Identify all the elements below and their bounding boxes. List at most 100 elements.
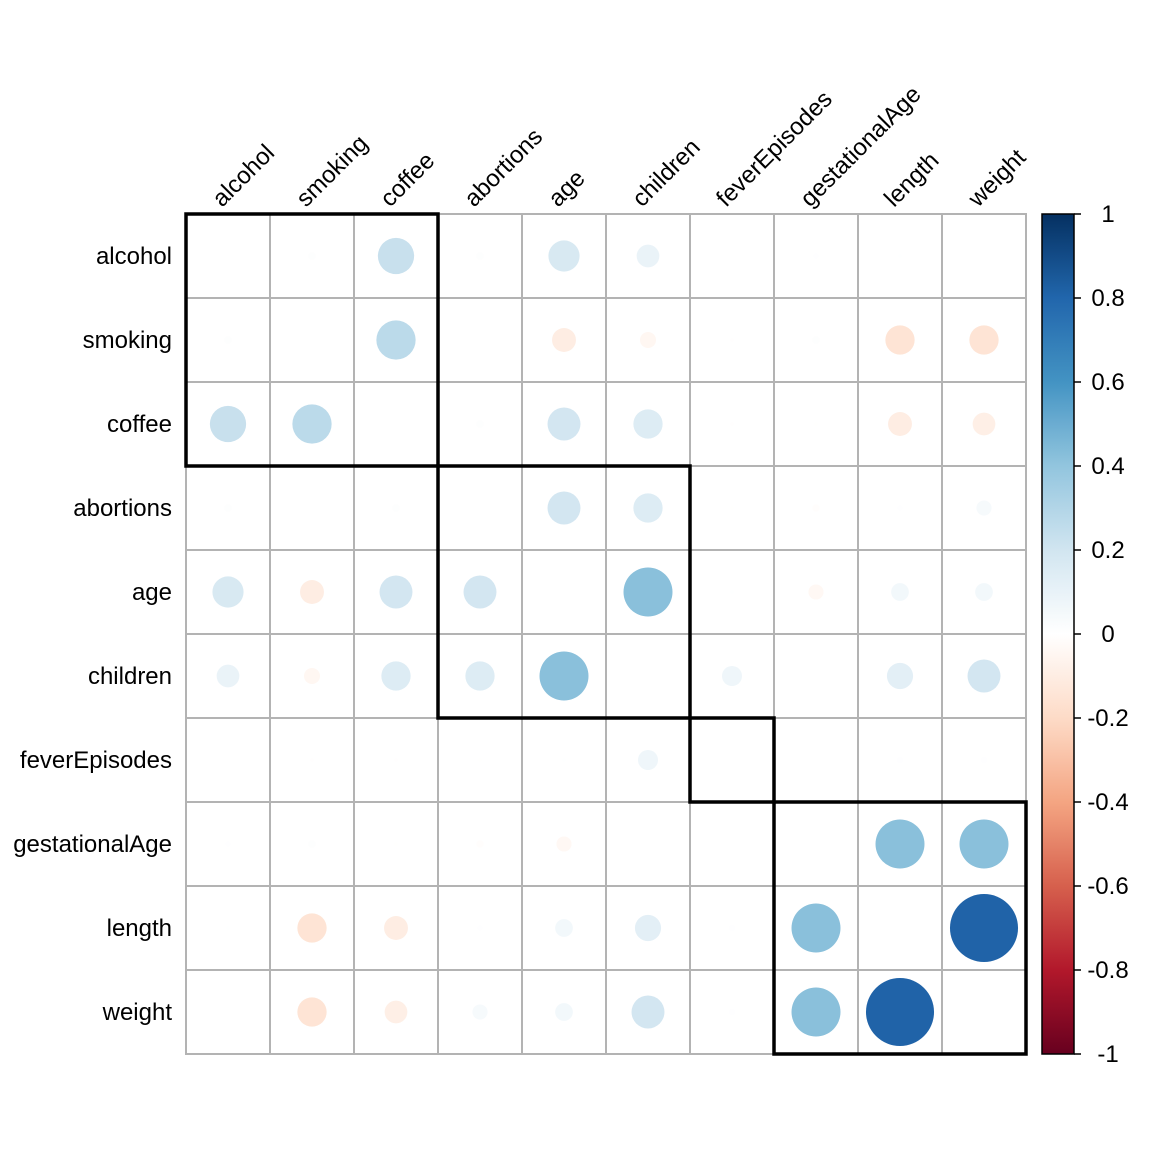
corr-circle-alcohol-coffee	[377, 237, 415, 275]
corr-circle-weight-feverEpisodes	[729, 1009, 735, 1015]
column-label: children	[627, 134, 706, 213]
corr-circle-abortions-coffee	[392, 504, 400, 512]
grid-cell	[437, 297, 523, 383]
corr-circle-children-abortions	[465, 661, 495, 691]
corr-circle-gestationalAge-length	[875, 819, 925, 869]
corr-circle-weight-length	[865, 977, 935, 1047]
corr-circle-abortions-children	[633, 493, 663, 523]
corr-circle-weight-age	[555, 1003, 573, 1021]
corr-circle-feverEpisodes-smoking	[309, 757, 315, 763]
corr-circle-weight-children	[631, 995, 665, 1029]
grid-cell	[185, 717, 271, 803]
row-label: children	[88, 663, 172, 690]
corr-circle-length-children	[634, 914, 662, 942]
corr-circle-feverEpisodes-weight	[981, 757, 987, 763]
row-label: weight	[102, 999, 173, 1026]
colorbar-tick-label: -0.2	[1087, 705, 1128, 732]
corr-circle-smoking-children	[639, 331, 657, 349]
corr-circle-alcohol-age	[548, 240, 580, 272]
grid-cell	[605, 633, 691, 719]
grid-cell	[689, 717, 775, 803]
corr-circle-abortions-age	[547, 491, 581, 525]
colorbar-tick-label: 0.2	[1091, 537, 1124, 564]
corr-circle-coffee-age	[547, 407, 581, 441]
row-label: coffee	[107, 411, 172, 438]
corr-circle-length-abortions	[477, 925, 483, 931]
corr-circle-feverEpisodes-gestationalAge	[814, 758, 818, 762]
corr-circle-length-gestationalAge	[791, 903, 841, 953]
corr-circle-weight-abortions	[472, 1004, 488, 1020]
row-label: feverEpisodes	[20, 747, 172, 774]
corr-circle-coffee-alcohol	[209, 405, 247, 443]
grid-cell	[269, 465, 355, 551]
corr-circle-coffee-feverEpisodes	[729, 421, 735, 427]
corr-circle-smoking-coffee	[376, 320, 416, 360]
corr-circle-feverEpisodes-children	[637, 749, 659, 771]
cluster-rect	[184, 212, 440, 468]
row-label: gestationalAge	[13, 831, 172, 858]
corr-circle-gestationalAge-feverEpisodes	[730, 842, 734, 846]
colorbar-gradient	[1041, 213, 1075, 1055]
grid	[185, 213, 1027, 1055]
color-legend: 1 0.8 0.6 0.4 0.2 0 -0.2 -0.4 -0.6 -0.8 -1	[1041, 201, 1129, 1068]
column-label: smoking	[291, 130, 373, 212]
grid-cell	[941, 969, 1027, 1055]
corr-circle-children-age	[539, 651, 589, 701]
grid-cell	[857, 885, 943, 971]
corr-circle-children-feverEpisodes	[721, 665, 743, 687]
cluster-rect	[772, 800, 1028, 1056]
corr-circle-smoking-length	[885, 325, 915, 355]
corr-circle-abortions-weight	[976, 500, 992, 516]
grid-cell	[773, 213, 859, 299]
corr-circle-children-smoking	[303, 667, 321, 685]
colorbar-tick-label: 1	[1101, 201, 1114, 228]
column-label: abortions	[459, 123, 548, 212]
corr-circle-age-children	[623, 567, 673, 617]
grid-cell	[269, 381, 355, 467]
colorbar-tick-label: 0.8	[1091, 285, 1124, 312]
corr-circle-age-coffee	[379, 575, 413, 609]
colorbar-tick-label: 0.6	[1091, 369, 1124, 396]
corr-circle-abortions-length	[897, 505, 903, 511]
corr-circle-feverEpisodes-abortions	[478, 758, 482, 762]
corr-circle-abortions-alcohol	[224, 504, 232, 512]
colorbar-tick-label: 0	[1101, 621, 1114, 648]
corr-circle-alcohol-children	[636, 244, 660, 268]
corr-circle-gestationalAge-coffee	[394, 842, 398, 846]
row-label: smoking	[83, 327, 172, 354]
column-label: length	[879, 147, 944, 212]
corr-circle-smoking-gestationalAge	[812, 336, 820, 344]
corr-circle-age-abortions	[463, 575, 497, 609]
corr-circle-gestationalAge-smoking	[308, 840, 316, 848]
grid-cell	[269, 297, 355, 383]
corr-circle-children-coffee	[381, 661, 411, 691]
corr-circle-smoking-feverEpisodes	[729, 337, 735, 343]
corr-circle-length-feverEpisodes	[729, 925, 735, 931]
grid-cell	[773, 801, 859, 887]
corr-circle-age-gestationalAge	[808, 584, 824, 600]
colorbar-tick-label: 0.4	[1091, 453, 1124, 480]
corr-circle-children-weight	[967, 659, 1001, 693]
corr-circle-children-gestationalAge	[814, 674, 818, 678]
corr-circle-alcohol-gestationalAge	[813, 253, 819, 259]
corr-circle-length-smoking	[297, 913, 327, 943]
corr-circle-coffee-smoking	[292, 404, 332, 444]
corr-circle-weight-gestationalAge	[791, 987, 841, 1037]
corr-circle-gestationalAge-age	[556, 836, 572, 852]
corr-circle-children-alcohol	[216, 664, 240, 688]
cluster-rect	[436, 464, 692, 720]
row-label: alcohol	[96, 243, 172, 270]
column-label: coffee	[375, 147, 440, 212]
corr-circle-feverEpisodes-age	[561, 757, 567, 763]
corr-circle-alcohol-abortions	[476, 252, 484, 260]
row-label: length	[107, 915, 172, 942]
corr-circle-age-feverEpisodes	[729, 589, 735, 595]
colorbar-tick-label: -0.6	[1087, 873, 1128, 900]
corr-circle-children-length	[886, 662, 914, 690]
colorbar-tick-label: -1	[1097, 1041, 1118, 1068]
row-label: abortions	[73, 495, 172, 522]
corr-circle-gestationalAge-children	[646, 842, 650, 846]
colorbar-tick-label: -0.8	[1087, 957, 1128, 984]
corr-circle-gestationalAge-alcohol	[225, 841, 231, 847]
